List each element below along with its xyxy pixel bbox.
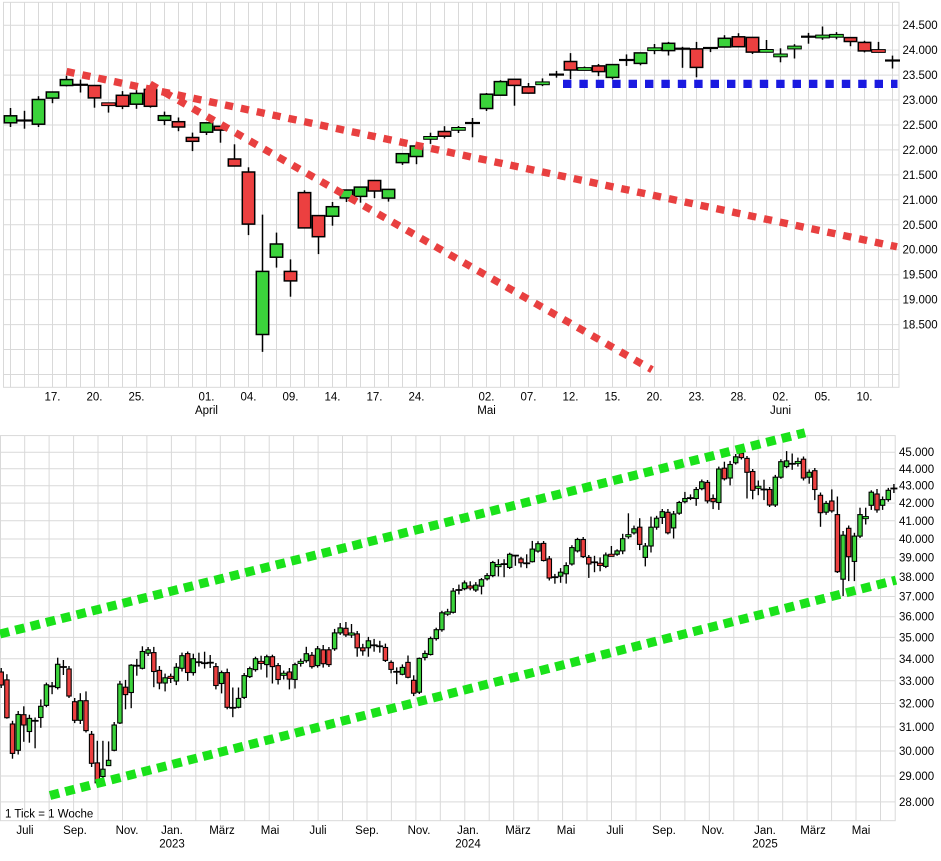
svg-text:24.500: 24.500	[903, 20, 938, 32]
svg-text:07.: 07.	[521, 392, 537, 404]
svg-text:38.000: 38.000	[899, 572, 934, 584]
svg-text:33.000: 33.000	[899, 676, 934, 688]
svg-text:40.000: 40.000	[899, 534, 934, 546]
svg-text:18.500: 18.500	[903, 320, 938, 332]
svg-text:31.000: 31.000	[899, 722, 934, 734]
svg-text:Mai: Mai	[852, 825, 871, 837]
svg-text:Nov.: Nov.	[702, 825, 725, 837]
svg-text:21.000: 21.000	[903, 195, 938, 207]
svg-text:36.000: 36.000	[899, 612, 934, 624]
svg-text:März: März	[209, 825, 235, 837]
svg-text:44.000: 44.000	[899, 464, 934, 476]
svg-text:15.: 15.	[605, 392, 621, 404]
svg-text:März: März	[505, 825, 531, 837]
svg-text:2025: 2025	[752, 839, 778, 851]
svg-text:12.: 12.	[563, 392, 579, 404]
svg-text:43.000: 43.000	[899, 481, 934, 493]
svg-text:Nov.: Nov.	[408, 825, 431, 837]
svg-text:37.000: 37.000	[899, 592, 934, 604]
svg-text:04.: 04.	[241, 392, 257, 404]
svg-text:23.000: 23.000	[903, 95, 938, 107]
svg-text:02.: 02.	[479, 392, 495, 404]
svg-text:19.500: 19.500	[903, 270, 938, 282]
svg-text:28.: 28.	[731, 392, 747, 404]
svg-text:Juli: Juli	[16, 825, 33, 837]
svg-text:19.000: 19.000	[903, 295, 938, 307]
svg-text:Juli: Juli	[606, 825, 623, 837]
svg-text:02.: 02.	[773, 392, 789, 404]
svg-text:Jan.: Jan.	[457, 825, 479, 837]
svg-text:25.: 25.	[129, 392, 145, 404]
svg-text:1 Tick = 1 Woche: 1 Tick = 1 Woche	[5, 809, 93, 821]
svg-text:Sep.: Sep.	[63, 825, 87, 837]
svg-text:30.000: 30.000	[899, 746, 934, 758]
svg-text:Sep.: Sep.	[652, 825, 676, 837]
svg-text:17.: 17.	[45, 392, 61, 404]
svg-text:24.000: 24.000	[903, 45, 938, 57]
svg-text:Mai: Mai	[261, 825, 280, 837]
svg-text:20.: 20.	[647, 392, 663, 404]
svg-text:28.000: 28.000	[899, 797, 934, 809]
svg-text:Mai: Mai	[477, 405, 496, 417]
svg-text:42.000: 42.000	[899, 498, 934, 510]
svg-text:41.000: 41.000	[899, 516, 934, 528]
svg-text:2023: 2023	[159, 839, 185, 851]
svg-text:21.500: 21.500	[903, 170, 938, 182]
svg-text:09.: 09.	[283, 392, 299, 404]
svg-text:10.: 10.	[857, 392, 873, 404]
svg-text:Juli: Juli	[309, 825, 326, 837]
svg-text:Jan.: Jan.	[161, 825, 183, 837]
svg-text:29.000: 29.000	[899, 771, 934, 783]
svg-text:34.000: 34.000	[899, 654, 934, 666]
svg-text:Jan.: Jan.	[754, 825, 776, 837]
svg-text:39.000: 39.000	[899, 553, 934, 565]
svg-text:17.: 17.	[367, 392, 383, 404]
svg-text:20.000: 20.000	[903, 245, 938, 257]
svg-text:2024: 2024	[455, 839, 481, 851]
svg-text:Mai: Mai	[557, 825, 576, 837]
svg-text:23.: 23.	[689, 392, 705, 404]
svg-text:22.500: 22.500	[903, 120, 938, 132]
svg-text:Juni: Juni	[770, 405, 791, 417]
svg-text:20.500: 20.500	[903, 220, 938, 232]
svg-text:14.: 14.	[325, 392, 341, 404]
svg-text:24.: 24.	[409, 392, 425, 404]
svg-text:35.000: 35.000	[899, 632, 934, 644]
svg-text:April: April	[195, 405, 218, 417]
svg-text:05.: 05.	[815, 392, 831, 404]
svg-text:23.500: 23.500	[903, 70, 938, 82]
svg-text:Sep.: Sep.	[355, 825, 379, 837]
svg-text:März: März	[800, 825, 826, 837]
svg-text:22.000: 22.000	[903, 145, 938, 157]
svg-text:32.000: 32.000	[899, 699, 934, 711]
svg-text:45.000: 45.000	[899, 447, 934, 459]
svg-text:01.: 01.	[199, 392, 215, 404]
svg-text:Nov.: Nov.	[116, 825, 139, 837]
svg-text:20.: 20.	[87, 392, 103, 404]
